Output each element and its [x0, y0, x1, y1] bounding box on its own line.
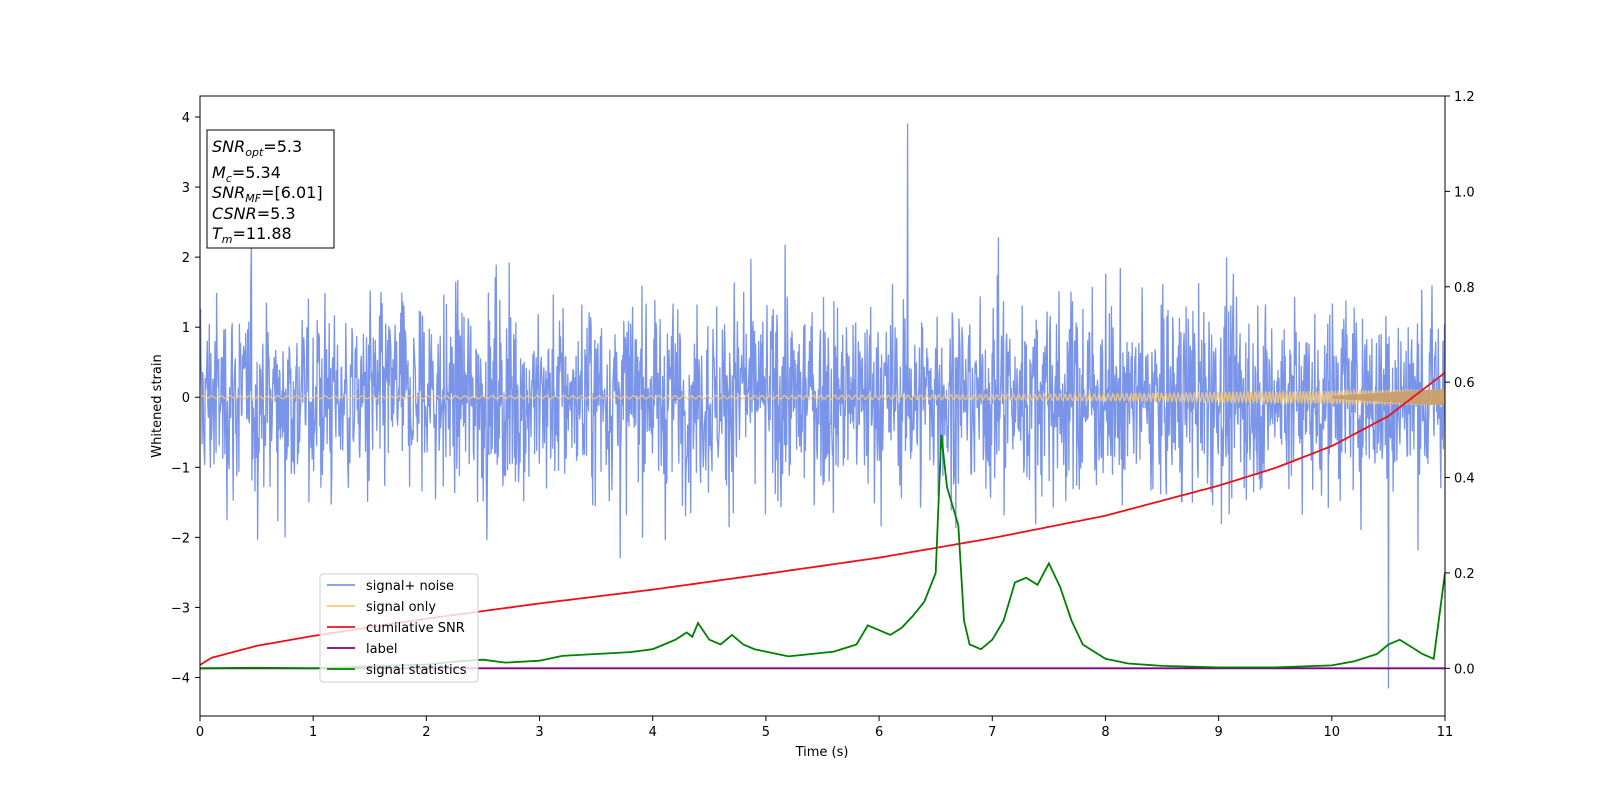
- x-tick-label: 10: [1324, 725, 1341, 740]
- x-tick-label: 4: [649, 725, 657, 740]
- series-signal-noise: [200, 123, 1445, 689]
- y-right-tick-label: 1.0: [1454, 185, 1475, 200]
- x-tick-label: 9: [1214, 725, 1222, 740]
- x-tick-label: 6: [875, 725, 883, 740]
- stats-entry: SNRMF=[6.01]: [212, 183, 323, 205]
- y-left-tick-label: 0: [182, 391, 190, 406]
- stats-entry-subscript: m: [222, 233, 233, 246]
- y-right-tick-label: 0.6: [1454, 376, 1475, 391]
- stats-entry-symbol: M: [212, 163, 226, 182]
- stats-entry-subscript: opt: [245, 146, 264, 159]
- stats-entry-value: =5.3: [257, 204, 296, 223]
- y-left-tick-label: −1: [171, 461, 190, 476]
- y-left-tick-label: −3: [171, 601, 190, 616]
- stats-entry-symbol: CSNR: [212, 204, 257, 223]
- x-axis-label: Time (s): [795, 745, 849, 760]
- stats-box-frame: [206, 129, 335, 249]
- legend-label: signal+ noise: [366, 579, 454, 594]
- stats-entry-value: =5.3: [263, 137, 302, 156]
- legend: signal+ noise signal only cumilative SNR la…: [319, 573, 479, 683]
- stats-entry: SNRopt=5.3: [212, 137, 302, 159]
- x-tick-label: 5: [762, 725, 770, 740]
- y-left-tick-label: −2: [171, 531, 190, 546]
- series-signal-statistics: [200, 434, 1445, 670]
- plot-frame: [199, 95, 1446, 717]
- stats-entry: CSNR=5.3: [212, 204, 296, 223]
- stats-entry-subscript: c: [226, 172, 232, 185]
- y-left-tick-label: 4: [182, 111, 190, 126]
- series-signal-only-band: [1331, 388, 1445, 406]
- stats-box: SNRopt=5.3Mc=5.34SNRMF=[6.01]CSNR=5.3Tm=…: [206, 129, 335, 249]
- x-tick-label: 7: [988, 725, 996, 740]
- stats-entry-symbol: SNR: [212, 137, 245, 156]
- y-right-tick-label: 0.2: [1454, 567, 1475, 582]
- y-left-tick-label: −4: [171, 671, 190, 686]
- y-right-tick-label: 1.2: [1454, 90, 1475, 105]
- legend-frame: [319, 573, 479, 683]
- stats-entry-symbol: SNR: [212, 183, 245, 202]
- stats-entry: Mc=5.34: [212, 163, 281, 185]
- legend-label: signal only: [366, 600, 436, 615]
- stats-entry: Tm=11.88: [212, 224, 292, 246]
- x-tick-label: 0: [196, 725, 204, 740]
- legend-label: label: [366, 642, 397, 657]
- y-right-tick-label: 0.0: [1454, 662, 1475, 677]
- y-axis-label: Whitened strain: [150, 354, 165, 457]
- x-tick-label: 1: [309, 725, 317, 740]
- legend-label: cumilative SNR: [366, 621, 465, 636]
- y-right-tick-label: 0.4: [1454, 472, 1475, 487]
- series-signal-only: [200, 387, 1445, 408]
- x-tick-label: 3: [535, 725, 543, 740]
- stats-entry-value: =[6.01]: [261, 183, 323, 202]
- stats-entry-subscript: MF: [245, 192, 261, 205]
- y-left-tick-label: 1: [182, 321, 190, 336]
- x-tick-label: 2: [422, 725, 430, 740]
- stats-entry-value: =11.88: [233, 224, 292, 243]
- y-left-tick-label: 3: [182, 181, 190, 196]
- y-right-tick-label: 0.8: [1454, 281, 1475, 296]
- stats-entry-value: =5.34: [232, 163, 281, 182]
- y-left-tick-label: 2: [182, 251, 190, 266]
- x-tick-label: 8: [1101, 725, 1109, 740]
- legend-label: signal statistics: [366, 663, 467, 678]
- x-tick-label: 11: [1437, 725, 1454, 740]
- ticks-layer: 0 1 2 3 4 5 6 7 8 9 10 11 −4 −3 −2 −1 0 1 2 3 4 0.0 0.2 0.4 0.6 0…: [171, 90, 1475, 740]
- stats-entry-symbol: T: [212, 224, 223, 243]
